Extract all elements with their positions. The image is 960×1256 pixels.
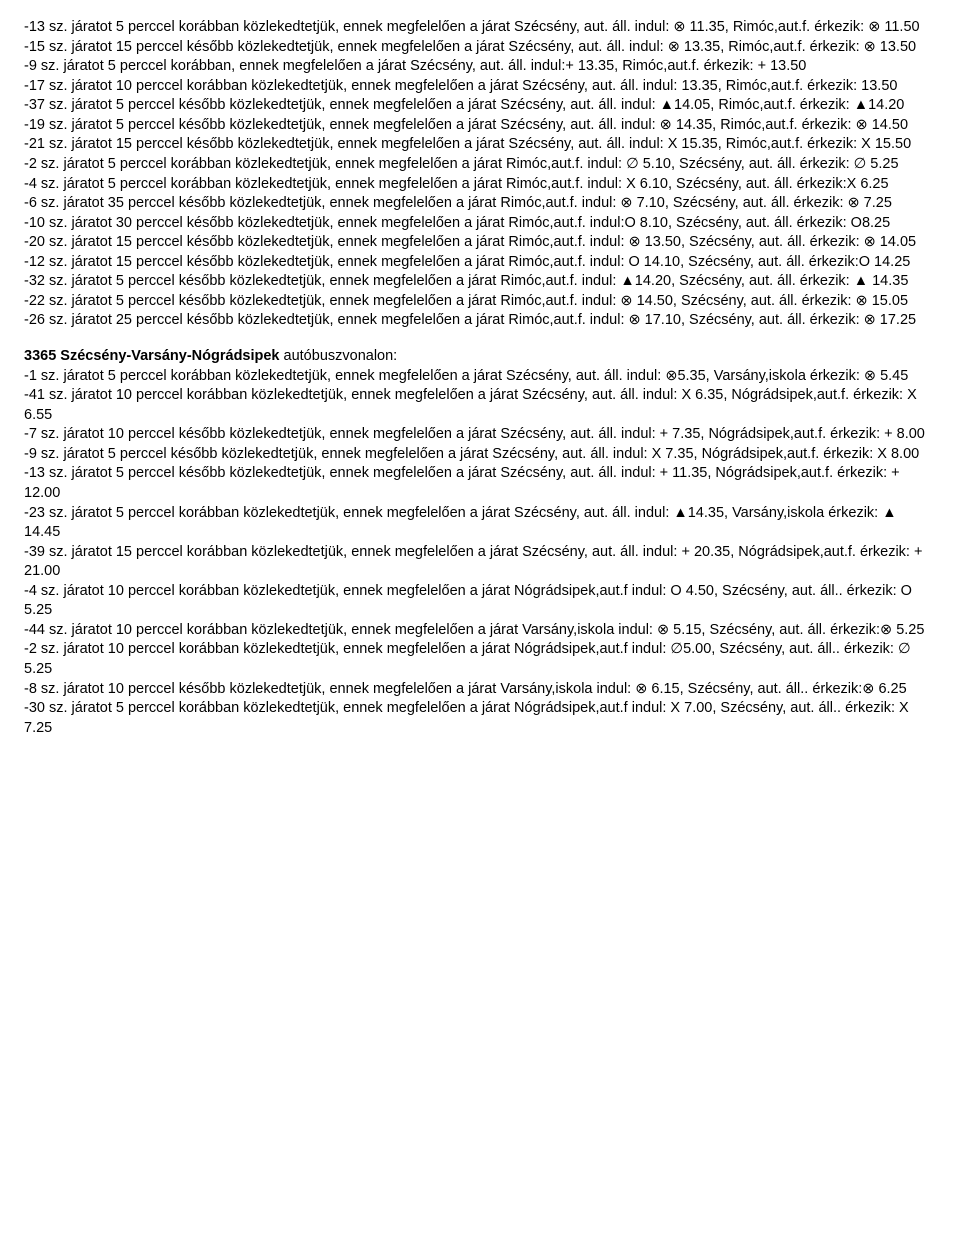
schedule-entry: -13 sz. járatot 5 perccel később közleke…	[24, 464, 936, 503]
schedule-entry: -20 sz. járatot 15 perccel később közlek…	[24, 233, 936, 253]
schedule-entries-group-1: -13 sz. járatot 5 perccel korábban közle…	[24, 18, 936, 331]
schedule-entry: -26 sz. járatot 25 perccel később közlek…	[24, 311, 936, 331]
section-heading-tail: autóbuszvonalon:	[280, 348, 398, 364]
schedule-entry: -2 sz. járatot 10 perccel korábban közle…	[24, 640, 936, 679]
schedule-entries-group-2: -1 sz. járatot 5 perccel korábban közlek…	[24, 367, 936, 739]
section-heading-bold: 3365 Szécsény-Varsány-Nógrádsipek	[24, 348, 280, 364]
schedule-entry: -19 sz. járatot 5 perccel később közleke…	[24, 116, 936, 136]
schedule-entry: -13 sz. járatot 5 perccel korábban közle…	[24, 18, 936, 38]
schedule-entry: -6 sz. járatot 35 perccel később közleke…	[24, 194, 936, 214]
schedule-entry: -37 sz. járatot 5 perccel később közleke…	[24, 96, 936, 116]
schedule-entry: -10 sz. járatot 30 perccel később közlek…	[24, 214, 936, 234]
schedule-entry: -15 sz. járatot 15 perccel később közlek…	[24, 38, 936, 58]
schedule-entry: -4 sz. járatot 10 perccel korábban közle…	[24, 582, 936, 621]
schedule-entry: -32 sz. járatot 5 perccel később közleke…	[24, 272, 936, 292]
schedule-entry: -4 sz. járatot 5 perccel korábban közlek…	[24, 175, 936, 195]
schedule-entry: -30 sz. járatot 5 perccel korábban közle…	[24, 699, 936, 738]
schedule-entry: -1 sz. járatot 5 perccel korábban közlek…	[24, 367, 936, 387]
schedule-entry: -7 sz. járatot 10 perccel később közleke…	[24, 425, 936, 445]
schedule-entry: -9 sz. járatot 5 perccel korábban, ennek…	[24, 57, 936, 77]
schedule-entry: -2 sz. járatot 5 perccel korábban közlek…	[24, 155, 936, 175]
schedule-entry: -44 sz. járatot 10 perccel korábban közl…	[24, 621, 936, 641]
schedule-entry: -12 sz. járatot 15 perccel később közlek…	[24, 253, 936, 273]
schedule-entry: -39 sz. járatot 15 perccel korábban közl…	[24, 543, 936, 582]
section-heading-3365: 3365 Szécsény-Varsány-Nógrádsipek autóbu…	[24, 347, 936, 367]
schedule-entry: -17 sz. járatot 10 perccel korábban közl…	[24, 77, 936, 97]
schedule-entry: -41 sz. járatot 10 perccel korábban közl…	[24, 386, 936, 425]
schedule-entry: -8 sz. járatot 10 perccel később közleke…	[24, 680, 936, 700]
schedule-entry: -22 sz. járatot 5 perccel később közleke…	[24, 292, 936, 312]
schedule-entry: -9 sz. járatot 5 perccel később közleked…	[24, 445, 936, 465]
schedule-entry: -21 sz. járatot 15 perccel később közlek…	[24, 135, 936, 155]
schedule-entry: -23 sz. járatot 5 perccel korábban közle…	[24, 504, 936, 543]
